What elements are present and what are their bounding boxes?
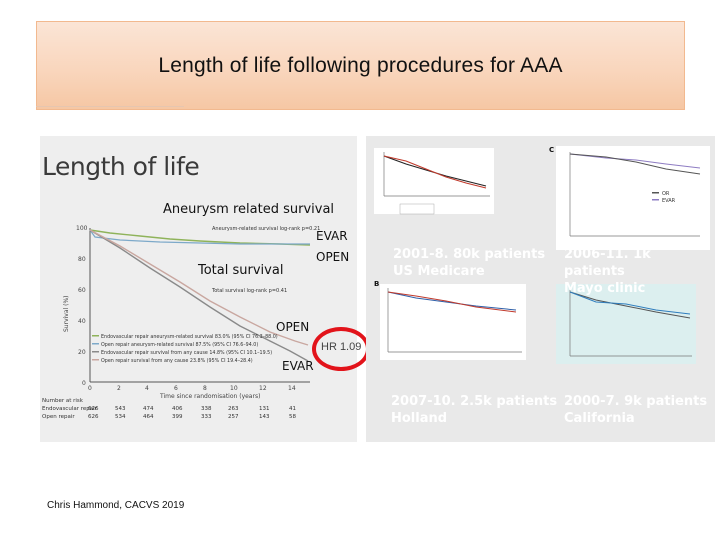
risk-table-header: Number at risk [42,398,84,404]
x-tick: 10 [230,385,238,392]
holland-caption-line1: 2007-10. 2.5k patients [391,394,558,409]
mayo-legend-evar: EVAR [662,198,676,204]
y-tick: 100 [76,225,88,232]
aneurysm-curve-label: Aneurysm-related survival log-rank p=0.2… [212,226,320,232]
mayo-caption: 2006-11. 1k patients Mayo clinic [564,246,715,297]
y-tick: 60 [78,287,86,294]
x-axis-label: Time since randomisation (years) [159,393,260,400]
x-tick: 8 [203,385,207,392]
risk-value: 626 [88,414,99,420]
aneurysm-survival-label: Aneurysm related survival [163,202,335,217]
risk-value: 406 [172,406,183,412]
slide-title: Length of life following procedures for … [158,53,563,77]
risk-value: 399 [172,414,183,420]
risk-value: 131 [259,406,270,412]
mayo-or-curve [569,153,701,169]
medicare-caption: 2001-8. 80k patients US Medicare [393,246,545,280]
open-top-label: OPEN [316,250,350,264]
california-open-curve [569,291,691,315]
legend-item: Open repair aneurysm-related survival 87… [101,342,258,348]
risk-value: 464 [143,414,154,420]
legend-item: Open repair survival from any cause 23.8… [101,358,253,364]
evar-top-label: EVAR [316,229,348,243]
y-tick: 40 [78,318,86,325]
risk-value: 263 [228,406,239,412]
risk-value: 534 [115,414,126,420]
california-chart-bg [556,284,696,364]
title-box: Length of life following procedures for … [36,21,685,110]
risk-row-label: Open repair [42,414,75,420]
x-tick: 2 [117,385,121,392]
x-tick: 0 [88,385,92,392]
holland-chart-bg [380,284,526,360]
holland-evar-curve [387,291,517,311]
total-curve-label: Total survival log-rank p=0.41 [211,288,287,294]
km-chart: 100 80 60 40 20 0 Survival (%) 0 2 4 6 8… [42,225,320,420]
panel-letter-b: B [374,280,379,288]
x-tick: 6 [174,385,178,392]
y-axis-label: Survival (%) [63,296,70,332]
y-tick: 20 [78,349,86,356]
evar-total-curve [89,229,309,362]
risk-value: 58 [289,414,296,420]
figure-heading: Length of life [42,152,200,181]
x-tick: 12 [259,385,267,392]
x-tick: 14 [288,385,296,392]
risk-value: 333 [201,414,212,420]
risk-value: 257 [228,414,239,420]
evar-bottom-label: EVAR [282,359,314,373]
risk-value: 338 [201,406,212,412]
risk-value: 543 [115,406,126,412]
medicare-caption-line2: US Medicare [393,264,485,279]
mayo-evar-curve [569,153,701,175]
california-caption-line2: California [564,411,635,426]
y-tick: 80 [78,256,86,263]
hazard-ratio: HR 1.09 [321,341,362,353]
total-survival-label: Total survival [198,263,284,278]
panel-letter-c: C [549,146,554,154]
mayo-chart-bg [556,146,710,250]
holland-caption: 2007-10. 2.5k patients Holland [391,393,557,427]
open-aneurysm-curve [89,229,310,245]
legend-item: Endovascular repair aneurysm-related sur… [101,334,278,340]
california-caption: 2000-7. 9k patients California [564,393,707,427]
risk-value: 626 [88,406,99,412]
open-mid-label: OPEN [276,320,310,334]
studies-graphics: C OR EVAR B [374,146,710,364]
studies-figure: C OR EVAR B 2001-8. 80k patients US Medi… [366,136,715,442]
y-tick: 0 [82,380,86,387]
mayo-caption-line1: 2006-11. 1k patients [564,247,651,279]
california-caption-line1: 2000-7. 9k patients [564,394,708,409]
medicare-evar-curve [383,155,487,189]
open-total-curve [89,229,309,346]
risk-value: 143 [259,414,270,420]
length-of-life-figure: Length of life 100 80 60 40 20 0 Surviva… [40,136,357,442]
california-evar-curve [569,291,691,319]
author-credit: Chris Hammond, CACVS 2019 [47,500,185,511]
risk-value: 41 [289,406,296,412]
risk-row-label: Endovascular repair [42,406,98,412]
legend-item: Endovascular repair survival from any ca… [101,350,272,356]
holland-caption-line2: Holland [391,411,448,426]
mayo-caption-line2: Mayo clinic [564,281,646,296]
medicare-caption-line1: 2001-8. 80k patients [393,247,546,262]
medicare-chart-bg [374,148,494,214]
x-tick: 4 [145,385,149,392]
holland-open-curve [387,291,517,313]
mayo-legend-or: OR [662,191,670,197]
risk-value: 474 [143,406,154,412]
title-underline [36,106,184,107]
